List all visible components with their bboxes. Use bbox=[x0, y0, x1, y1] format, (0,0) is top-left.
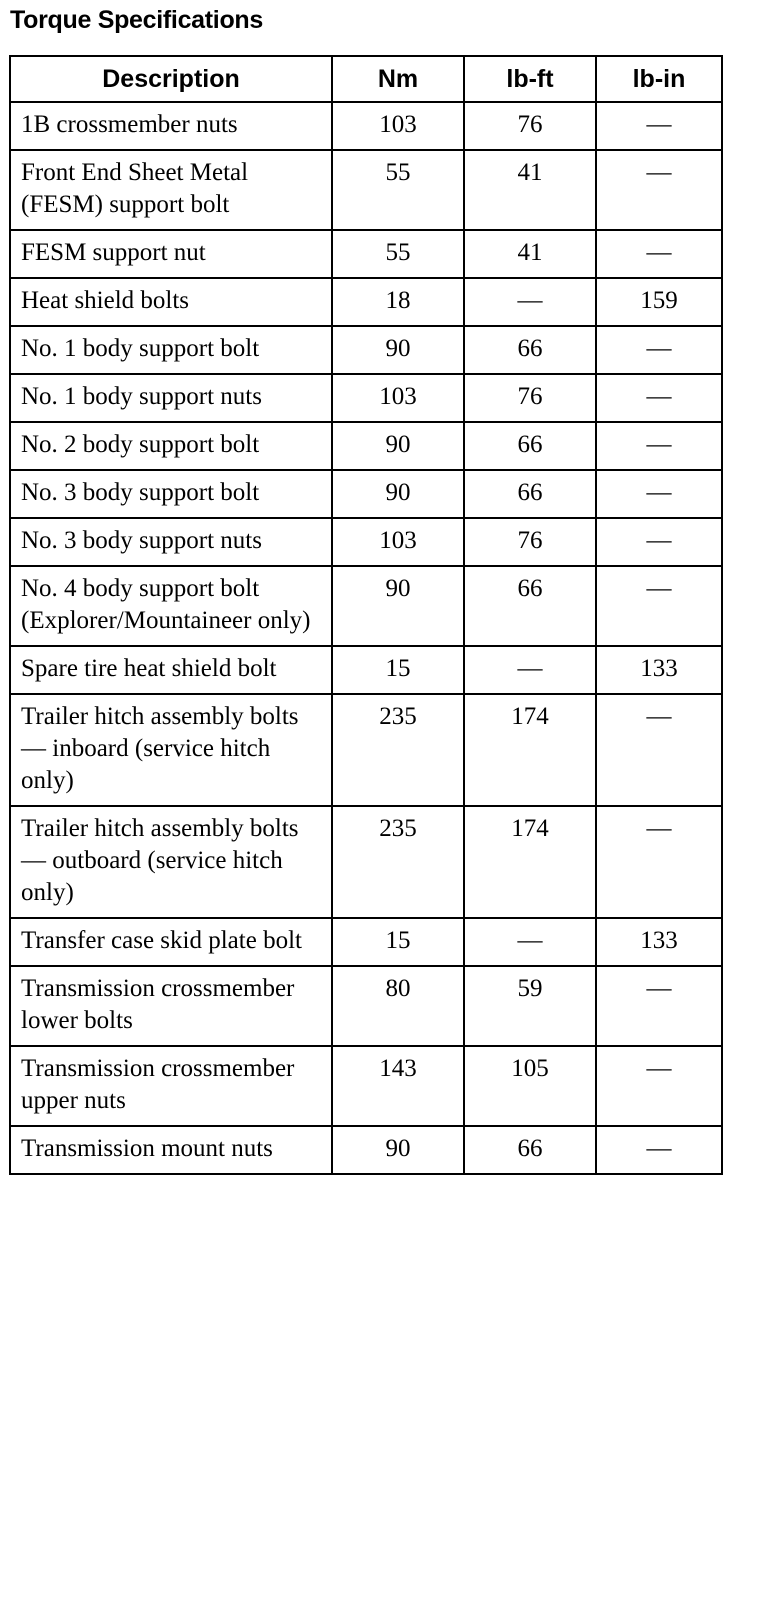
cell-lbin: — bbox=[595, 693, 723, 807]
cell-lbin: — bbox=[595, 805, 723, 919]
cell-lbft: 66 bbox=[463, 421, 597, 471]
cell-lbft: 66 bbox=[463, 469, 597, 519]
cell-nm: 15 bbox=[331, 645, 465, 695]
column-header-description: Description bbox=[9, 55, 333, 103]
cell-nm: 90 bbox=[331, 1125, 465, 1175]
table-row: Spare tire heat shield bolt 15—133 bbox=[9, 645, 723, 695]
cell-description: Trailer hitch assembly bolts — inboard (… bbox=[9, 693, 333, 807]
table-row: Front End Sheet Metal (FESM) support bol… bbox=[9, 149, 723, 231]
cell-lbft: 59 bbox=[463, 965, 597, 1047]
table-row: No. 3 body support nuts 103 76— bbox=[9, 517, 723, 567]
cell-lbin: — bbox=[595, 965, 723, 1047]
column-header-lbin: lb-in bbox=[595, 55, 723, 103]
cell-lbft: — bbox=[463, 277, 597, 327]
cell-lbin: — bbox=[595, 229, 723, 279]
cell-description: Heat shield bolts bbox=[9, 277, 333, 327]
column-header-nm: Nm bbox=[331, 55, 465, 103]
cell-nm: 90 bbox=[331, 421, 465, 471]
table-row: Trailer hitch assembly bolts — inboard (… bbox=[9, 693, 723, 807]
cell-lbin: 133 bbox=[595, 645, 723, 695]
cell-nm: 15 bbox=[331, 917, 465, 967]
cell-nm: 235 bbox=[331, 805, 465, 919]
table-row: FESM support nut 55 41— bbox=[9, 229, 723, 279]
cell-lbft: — bbox=[463, 917, 597, 967]
cell-lbin: 133 bbox=[595, 917, 723, 967]
cell-description: Transmission crossmember lower bolts bbox=[9, 965, 333, 1047]
table-row: Transmission crossmember lower bolts 80 59… bbox=[9, 965, 723, 1047]
table-header-row: Description Nm lb-ft lb-in bbox=[9, 55, 723, 103]
table-row: Transmission mount nuts 90 66— bbox=[9, 1125, 723, 1175]
cell-lbft: 66 bbox=[463, 1125, 597, 1175]
cell-nm: 103 bbox=[331, 101, 465, 151]
cell-lbft: 41 bbox=[463, 229, 597, 279]
cell-nm: 55 bbox=[331, 229, 465, 279]
table-row: Heat shield bolts 18—159 bbox=[9, 277, 723, 327]
cell-lbft: 76 bbox=[463, 373, 597, 423]
cell-description: No. 2 body support bolt bbox=[9, 421, 333, 471]
cell-lbft: 66 bbox=[463, 325, 597, 375]
cell-description: Transmission crossmember upper nuts bbox=[9, 1045, 333, 1127]
cell-nm: 103 bbox=[331, 517, 465, 567]
cell-nm: 55 bbox=[331, 149, 465, 231]
cell-lbft: 76 bbox=[463, 517, 597, 567]
cell-lbin: — bbox=[595, 517, 723, 567]
table-row: Transmission crossmember upper nuts 143 10… bbox=[9, 1045, 723, 1127]
cell-lbin: — bbox=[595, 421, 723, 471]
cell-description: Transmission mount nuts bbox=[9, 1125, 333, 1175]
cell-nm: 18 bbox=[331, 277, 465, 327]
cell-description: Trailer hitch assembly bolts — outboard … bbox=[9, 805, 333, 919]
page-title: Torque Specifications bbox=[10, 6, 264, 34]
cell-nm: 235 bbox=[331, 693, 465, 807]
cell-description: No. 4 body support bolt (Explorer/Mounta… bbox=[9, 565, 333, 647]
cell-description: No. 1 body support bolt bbox=[9, 325, 333, 375]
table-row: No. 4 body support bolt (Explorer/Mounta… bbox=[9, 565, 723, 647]
table-row: Transfer case skid plate bolt 15—133 bbox=[9, 917, 723, 967]
cell-lbft: 105 bbox=[463, 1045, 597, 1127]
cell-description: Transfer case skid plate bolt bbox=[9, 917, 333, 967]
cell-nm: 143 bbox=[331, 1045, 465, 1127]
cell-nm: 103 bbox=[331, 373, 465, 423]
cell-lbin: 159 bbox=[595, 277, 723, 327]
cell-description: Front End Sheet Metal (FESM) support bol… bbox=[9, 149, 333, 231]
table-row: No. 1 body support bolt 90 66— bbox=[9, 325, 723, 375]
cell-lbft: 174 bbox=[463, 693, 597, 807]
cell-nm: 90 bbox=[331, 325, 465, 375]
table-row: No. 1 body support nuts 103 76— bbox=[9, 373, 723, 423]
cell-description: No. 3 body support nuts bbox=[9, 517, 333, 567]
cell-description: No. 1 body support nuts bbox=[9, 373, 333, 423]
cell-nm: 90 bbox=[331, 565, 465, 647]
cell-lbin: — bbox=[595, 565, 723, 647]
cell-description: Spare tire heat shield bolt bbox=[9, 645, 333, 695]
cell-lbft: 76 bbox=[463, 101, 597, 151]
cell-description: No. 3 body support bolt bbox=[9, 469, 333, 519]
cell-lbin: — bbox=[595, 325, 723, 375]
cell-description: FESM support nut bbox=[9, 229, 333, 279]
cell-lbin: — bbox=[595, 1125, 723, 1175]
cell-lbin: — bbox=[595, 101, 723, 151]
table-row: No. 3 body support bolt 90 66— bbox=[9, 469, 723, 519]
column-header-lbft: lb-ft bbox=[463, 55, 597, 103]
cell-nm: 80 bbox=[331, 965, 465, 1047]
cell-lbin: — bbox=[595, 469, 723, 519]
table-row: 1B crossmember nuts 103 76— bbox=[9, 101, 723, 151]
cell-lbft: 66 bbox=[463, 565, 597, 647]
cell-lbft: 41 bbox=[463, 149, 597, 231]
table-row: No. 2 body support bolt 90 66— bbox=[9, 421, 723, 471]
cell-lbin: — bbox=[595, 373, 723, 423]
cell-lbft: — bbox=[463, 645, 597, 695]
table-row: Trailer hitch assembly bolts — outboard … bbox=[9, 805, 723, 919]
cell-lbin: — bbox=[595, 1045, 723, 1127]
torque-spec-table: Description Nm lb-ft lb-in 1B crossmembe… bbox=[9, 55, 723, 1175]
cell-lbft: 174 bbox=[463, 805, 597, 919]
cell-nm: 90 bbox=[331, 469, 465, 519]
cell-description: 1B crossmember nuts bbox=[9, 101, 333, 151]
cell-lbin: — bbox=[595, 149, 723, 231]
